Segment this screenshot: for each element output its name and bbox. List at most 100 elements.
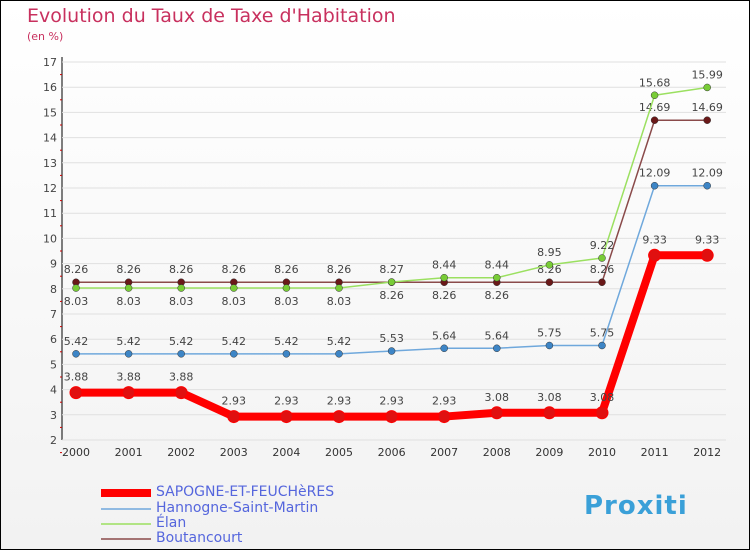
data-label: 8.26 [274,263,299,276]
data-point [545,278,554,286]
y-tick-label: 3 [50,409,57,422]
data-label: 8.26 [379,289,404,302]
data-point [177,350,185,358]
data-point [282,350,291,358]
data-label: 3.08 [590,391,615,404]
data-point [595,406,609,420]
proxiti-logo: Proxiti [584,491,688,521]
x-tick-label: 2001 [115,446,143,459]
data-point [124,284,133,292]
data-point [122,386,136,400]
data-point [69,386,83,400]
legend-label-sapogne: SAPOGNE-ET-FEUCHèRES [156,484,335,500]
y-tick-label: 10 [43,232,57,245]
data-point [230,350,238,358]
data-label: 5.42 [222,335,247,348]
y-tick-label: 8 [50,283,57,296]
data-point [703,83,711,92]
data-point [703,116,711,124]
data-point [227,410,241,424]
y-tick-label: 6 [50,333,57,346]
data-point [598,254,606,262]
data-label: 8.27 [379,263,404,276]
data-point [72,350,80,358]
data-point [335,284,343,292]
data-label: 8.03 [169,295,194,308]
y-tick-label: 7 [50,308,57,321]
data-label: 2.93 [379,395,404,408]
data-label: 8.03 [222,295,247,308]
x-tick-label: 2007 [430,446,458,459]
x-tick-label: 2005 [325,446,353,459]
data-label: 2.93 [274,395,299,408]
data-label: 3.08 [485,391,510,404]
data-label: 5.42 [327,335,352,348]
data-point [230,284,238,292]
data-label: 8.44 [432,259,457,272]
data-point [648,248,662,262]
data-point [437,410,451,424]
data-point [703,181,711,190]
data-label: 12.09 [639,167,671,180]
data-point [598,278,606,286]
data-label: 8.03 [64,295,89,308]
x-tick-label: 2000 [62,446,90,459]
data-label: 9.22 [590,239,615,252]
data-point [650,116,659,124]
data-point [282,284,291,292]
x-tick-label: 2002 [167,446,195,459]
data-label: 8.26 [590,263,615,276]
y-tick-label: 2 [50,434,57,447]
data-label: 8.95 [537,246,562,259]
data-label: 5.75 [537,327,562,340]
data-label: 8.03 [274,295,299,308]
y-tick-label: 17 [43,56,57,69]
data-point [542,406,556,420]
data-label: 14.69 [639,101,671,114]
data-point [440,344,448,353]
data-label: 8.26 [64,263,89,276]
data-label: 9.33 [642,233,667,246]
data-label: 8.26 [327,263,352,276]
data-label: 15.99 [691,68,723,81]
data-label: 12.09 [691,167,723,180]
data-label: 8.44 [485,259,510,272]
data-label: 2.93 [432,395,457,408]
y-tick-label: 13 [43,157,57,170]
data-label: 15.68 [639,76,671,89]
data-label: 3.88 [169,371,194,384]
data-point [598,341,606,350]
data-point [387,347,396,355]
data-point [493,344,501,353]
y-tick-label: 14 [43,132,57,145]
data-point [650,181,659,190]
x-tick-label: 2008 [483,446,511,459]
data-point [440,273,448,282]
y-tick-label: 4 [50,384,57,397]
data-label: 3.08 [537,391,562,404]
data-point [545,341,554,350]
data-point [335,350,343,358]
data-label: 8.26 [116,263,141,276]
data-label: 8.03 [327,295,352,308]
x-tick-label: 2011 [641,446,669,459]
legend-label-boutancourt: Boutancourt [156,530,243,546]
data-point [700,248,714,262]
data-point [72,284,80,292]
y-tick-label: 16 [43,81,57,94]
legend-label-hannogne: Hannogne-Saint-Martin [156,500,319,516]
data-label: 5.42 [116,335,141,348]
data-label: 5.64 [485,329,510,342]
data-label: 8.26 [222,263,247,276]
data-label: 5.64 [432,329,457,342]
data-point [174,386,188,400]
x-tick-label: 2004 [272,446,300,459]
x-tick-label: 2010 [588,446,616,459]
y-tick-label: 5 [50,358,57,371]
data-label: 9.33 [695,233,720,246]
data-point [545,261,554,269]
data-point [124,350,133,358]
x-tick-label: 2012 [693,446,721,459]
chart-subtitle: (en %) [27,30,64,43]
